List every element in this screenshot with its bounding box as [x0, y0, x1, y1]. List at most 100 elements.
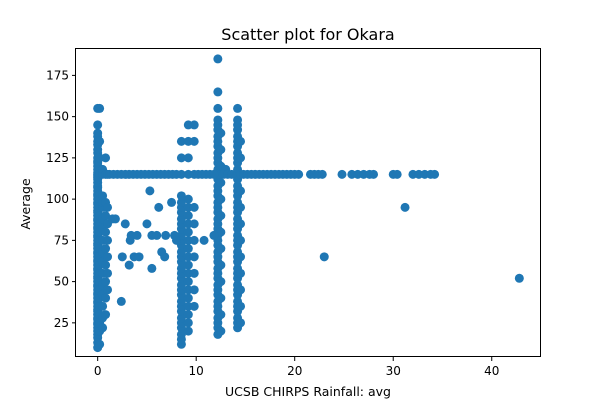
scatter-point — [236, 153, 246, 163]
scatter-point — [216, 310, 226, 320]
scatter-point — [189, 136, 199, 146]
scatter-point — [101, 260, 111, 270]
scatter-point — [176, 313, 186, 323]
scatter-point — [95, 103, 105, 113]
scatter-point — [392, 169, 402, 179]
scatter-point — [199, 235, 209, 245]
scatter-point — [183, 211, 193, 221]
scatter-point — [216, 244, 226, 254]
scatter-point — [142, 219, 152, 229]
scatter-point — [213, 103, 223, 113]
x-tick-label: 10 — [189, 364, 204, 378]
scatter-point — [171, 169, 181, 179]
scatter-point — [236, 219, 246, 229]
scatter-point — [233, 115, 243, 125]
x-axis-label: UCSB CHIRPS Rainfall: avg — [225, 384, 391, 399]
scatter-point — [176, 191, 186, 201]
x-tick-label: 20 — [287, 364, 302, 378]
scatter-point — [337, 169, 347, 179]
y-tick-label: 50 — [54, 275, 69, 289]
scatter-point — [233, 103, 243, 113]
scatter-point — [189, 235, 199, 245]
scatter-point — [161, 230, 171, 240]
scatter-point — [514, 273, 524, 283]
scatter-point — [183, 318, 193, 328]
y-tick-label: 100 — [46, 192, 69, 206]
scatter-point — [176, 247, 186, 257]
scatter-point — [183, 227, 193, 237]
scatter-point — [95, 339, 105, 349]
scatter-point — [236, 318, 246, 328]
scatter-point — [117, 252, 127, 262]
scatter-point — [176, 280, 186, 290]
scatter-point — [93, 128, 103, 138]
scatter-point — [189, 268, 199, 278]
scatter-point — [216, 277, 226, 287]
scatter-point — [236, 268, 246, 278]
scatter-point — [400, 202, 410, 212]
scatter-point — [183, 260, 193, 270]
scatter-point — [98, 301, 108, 311]
scatter-point — [183, 293, 193, 303]
scatter-point — [183, 277, 193, 287]
scatter-point — [103, 202, 113, 212]
scatter-point — [319, 252, 329, 262]
scatter-point — [236, 235, 246, 245]
scatter-point — [216, 128, 226, 138]
scatter-point — [183, 244, 193, 254]
scatter-point — [101, 293, 111, 303]
scatter-point — [101, 153, 111, 163]
points-layer — [93, 54, 524, 353]
y-tick-label: 25 — [54, 316, 69, 330]
scatter-point — [189, 120, 199, 130]
scatter-point — [236, 285, 246, 295]
scatter-point — [103, 235, 113, 245]
ticks-layer: 0 10 20 30 40 25 50 75 100 125 150 175 — [46, 68, 499, 378]
scatter-point — [369, 169, 379, 179]
scatter-point — [132, 230, 142, 240]
scatter-point — [110, 214, 120, 224]
scatter-point — [171, 235, 181, 245]
scatter-point — [213, 54, 223, 64]
scatter-point — [152, 230, 162, 240]
scatter-point — [236, 202, 246, 212]
plot-frame — [75, 48, 541, 357]
scatter-point — [183, 153, 193, 163]
scatter-point — [145, 186, 155, 196]
scatter-point — [216, 178, 226, 188]
y-tick-label: 175 — [46, 68, 69, 82]
scatter-point — [103, 285, 113, 295]
scatter-point — [167, 197, 177, 207]
scatter-point — [189, 301, 199, 311]
scatter-point — [176, 136, 186, 146]
scatter-point — [236, 252, 246, 262]
scatter-point — [160, 252, 170, 262]
x-tick-label: 30 — [386, 364, 401, 378]
scatter-point — [189, 252, 199, 262]
scatter-point — [189, 219, 199, 229]
y-tick-label: 125 — [46, 151, 69, 165]
scatter-point — [101, 277, 111, 287]
scatter-point — [176, 329, 186, 339]
scatter-point — [294, 169, 304, 179]
scatter-point — [216, 227, 226, 237]
scatter-point — [209, 169, 219, 179]
scatter-point — [154, 202, 164, 212]
y-tick-label: 150 — [46, 110, 69, 124]
scatter-point — [124, 260, 134, 270]
scatter-point — [101, 310, 111, 320]
scatter-point — [98, 323, 108, 333]
scatter-point — [101, 211, 111, 221]
scatter-point — [101, 227, 111, 237]
scatter-point — [176, 296, 186, 306]
scatter-point — [216, 326, 226, 336]
scatter-point — [116, 296, 126, 306]
scatter-point — [103, 268, 113, 278]
scatter-point — [216, 194, 226, 204]
scatter-point — [216, 260, 226, 270]
scatter-point — [236, 136, 246, 146]
scatter-point — [183, 194, 193, 204]
scatter-point — [134, 252, 144, 262]
